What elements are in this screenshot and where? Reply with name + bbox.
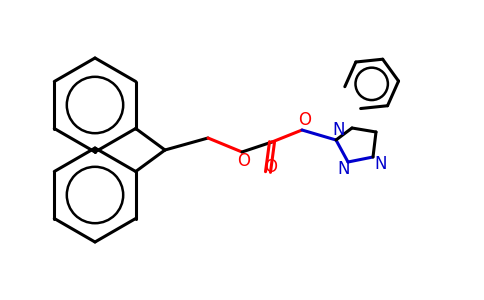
Text: O: O xyxy=(264,158,277,176)
Text: N: N xyxy=(375,155,387,173)
Text: O: O xyxy=(238,152,251,170)
Text: N: N xyxy=(338,160,350,178)
Text: O: O xyxy=(299,111,312,129)
Text: N: N xyxy=(333,121,345,139)
